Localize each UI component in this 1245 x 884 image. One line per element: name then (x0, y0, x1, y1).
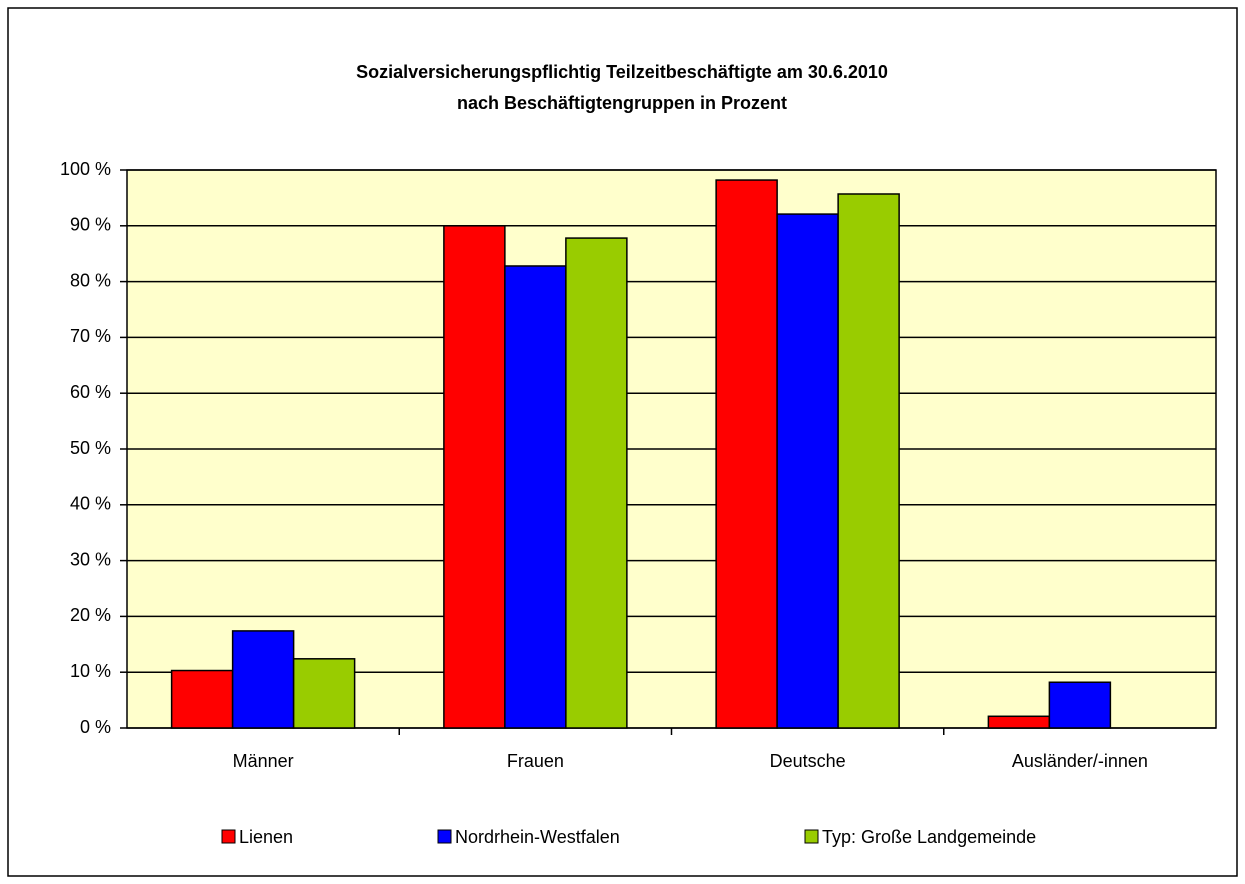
bar (837, 193, 900, 729)
bar (170, 669, 234, 729)
y-tick-label: 80 % (70, 270, 111, 290)
y-tick-label: 90 % (70, 215, 111, 235)
legend-swatch (437, 829, 452, 844)
legend-swatch (221, 829, 236, 844)
legend-label: Lienen (239, 827, 293, 847)
bar (987, 715, 1051, 729)
bar (1048, 681, 1112, 729)
legend-label: Nordrhein-Westfalen (455, 827, 620, 847)
bar (715, 179, 778, 729)
x-tick-label: Ausländer/-innen (1012, 751, 1148, 771)
y-tick-label: 20 % (70, 605, 111, 625)
y-tick-label: 100 % (60, 159, 111, 179)
x-tick-label: Deutsche (770, 751, 846, 771)
y-tick-label: 70 % (70, 326, 111, 346)
chart-title: nach Beschäftigtengruppen in Prozent (457, 93, 787, 113)
bar (776, 213, 839, 729)
bar (504, 265, 567, 729)
legend-label: Typ: Große Landgemeinde (822, 827, 1036, 847)
x-tick-label: Männer (233, 751, 294, 771)
legend-swatch (804, 829, 819, 844)
y-tick-label: 60 % (70, 382, 111, 402)
y-tick-label: 10 % (70, 661, 111, 681)
bar (231, 630, 295, 729)
bar (443, 225, 506, 729)
bar (292, 658, 356, 729)
x-tick-label: Frauen (507, 751, 564, 771)
y-tick-label: 0 % (80, 717, 111, 737)
chart-title: Sozialversicherungspflichtig Teilzeitbes… (356, 62, 888, 82)
y-tick-label: 40 % (70, 494, 111, 514)
y-tick-label: 50 % (70, 438, 111, 458)
bar (565, 237, 628, 729)
y-tick-label: 30 % (70, 549, 111, 569)
